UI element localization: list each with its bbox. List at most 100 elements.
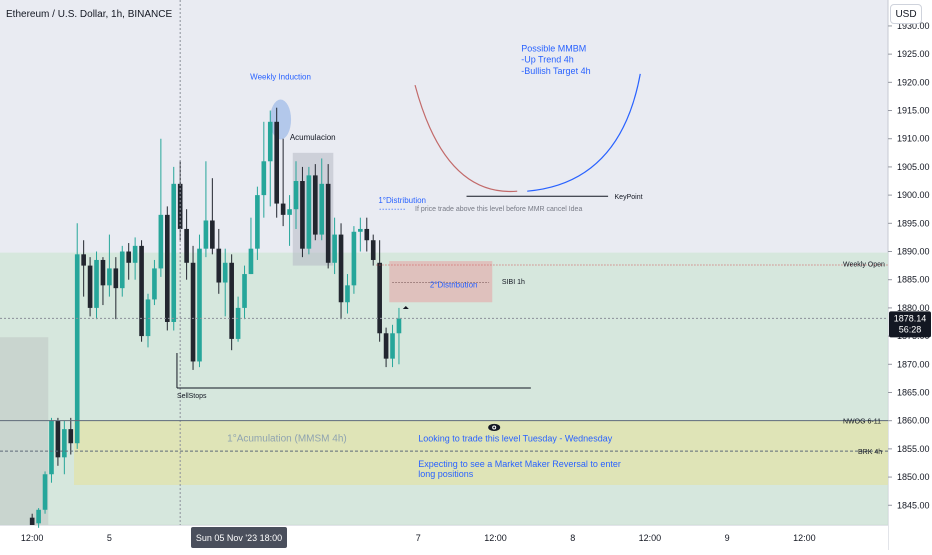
candle-body	[222, 262, 228, 283]
sibi-label: SIBI 1h	[502, 279, 525, 286]
candle-body	[139, 245, 144, 337]
candle-body	[364, 228, 370, 241]
price-tick-label: 1900.00	[897, 190, 930, 200]
candle-body	[49, 420, 54, 475]
time-tick-label: 9	[725, 533, 730, 543]
candle-body	[87, 265, 93, 308]
candle-body	[197, 248, 202, 362]
price-tick-label: 1855.00	[897, 444, 930, 454]
price-tick-label: 1880.00	[897, 303, 930, 313]
candle-body	[55, 420, 61, 458]
candles-layer	[29, 107, 402, 528]
candle-body	[255, 195, 260, 249]
distribution-2-label: 2°Distribution	[430, 281, 478, 290]
price-tick-label: 1910.00	[897, 134, 930, 144]
price-tick-label: 1865.00	[897, 387, 930, 397]
candle-body	[325, 183, 331, 263]
brk-label: BRK 4h	[858, 449, 882, 456]
eye-icon[interactable]	[488, 423, 501, 432]
weekly-induction-label: Weekly Induction	[250, 73, 311, 82]
candle-body	[274, 121, 280, 204]
time-tick-label: 12:00	[484, 533, 507, 543]
candle-body	[62, 429, 67, 458]
candle-body	[300, 181, 305, 249]
candle-body	[377, 262, 382, 334]
candle-body	[152, 268, 157, 300]
price-tick-label: 1895.00	[897, 218, 930, 228]
crosshair-time-label: Sun 05 Nov '23 18:00	[196, 533, 282, 543]
time-scale-panel[interactable]	[0, 525, 888, 550]
mmbm-title-label: Possible MMBM	[521, 43, 586, 53]
candle-body	[280, 203, 286, 215]
candle-body	[42, 474, 48, 510]
candle-body	[29, 517, 35, 525]
time-tick-label: 8	[570, 533, 575, 543]
price-tick-label: 1915.00	[897, 106, 930, 116]
candle-body	[306, 175, 312, 249]
candle-body	[248, 248, 254, 275]
candle-body	[107, 268, 112, 286]
candle-body	[203, 220, 209, 249]
price-scale-panel[interactable]	[888, 0, 932, 550]
price-tick-label: 1925.00	[897, 49, 930, 59]
sibi-box	[389, 261, 493, 303]
price-tick-label: 1890.00	[897, 247, 930, 257]
price-tick-label: 1845.00	[897, 500, 930, 510]
candle-body	[177, 183, 183, 229]
last-bar-marker	[402, 306, 409, 310]
time-tick-label: 12:00	[639, 533, 662, 543]
candle-body	[100, 259, 106, 286]
candle-body	[312, 175, 318, 235]
mmbm-arc-sell-side	[414, 84, 518, 193]
bar-countdown: 56:28	[899, 324, 922, 334]
candle-body	[261, 161, 267, 196]
symbol-title[interactable]: Ethereum / U.S. Dollar, 1h, BINANCE	[6, 9, 173, 20]
time-tick-label: 7	[416, 533, 421, 543]
candle-body	[332, 234, 337, 263]
accumulation-zone	[74, 420, 888, 485]
nwog-label: NWOG 6-11	[843, 418, 881, 425]
candle-body	[293, 181, 299, 210]
price-tick-label: 1870.00	[897, 359, 930, 369]
crosshair-time-box	[191, 527, 287, 548]
price-axis-ticks: 1845.00 1850.00 1855.00 1860.00 1865.00 1870.…	[888, 21, 930, 510]
candle-body	[267, 121, 273, 162]
candle-body	[216, 248, 222, 283]
candle-body	[338, 234, 344, 303]
candle-body	[132, 245, 138, 263]
candle-body	[145, 299, 151, 337]
cancel-note-label: If price trade above this level before M…	[415, 206, 582, 213]
candle-body	[383, 333, 389, 359]
weekly-induction-circle	[270, 99, 292, 140]
price-tick-label: 1885.00	[897, 275, 930, 285]
candle-body	[164, 214, 170, 322]
currency-button[interactable]: USD	[890, 4, 922, 24]
candle-body	[351, 231, 357, 286]
candle-body	[287, 209, 292, 215]
candle-body	[358, 228, 363, 232]
mmbm-line1-label: -Up Trend 4h	[521, 55, 574, 65]
candle-body	[390, 333, 395, 359]
candle-body	[345, 285, 350, 303]
time-tick-label: 5	[107, 533, 112, 543]
candle-body	[235, 307, 241, 339]
candle-body	[210, 220, 215, 249]
candle-body	[158, 214, 164, 269]
accumulation-zone-label: 1°Acumulation (MMSM 4h)	[227, 434, 347, 445]
plan-line1-label: Looking to trade this level Tuesday - We…	[418, 434, 612, 444]
price-tick-label: 1930.00	[897, 21, 930, 31]
candle-body	[74, 254, 80, 444]
keypoint-label: KeyPoint	[615, 194, 643, 201]
time-tick-label: 12:00	[793, 533, 816, 543]
price-tick-label: 1850.00	[897, 472, 930, 482]
plan-line2-label: Expecting to see a Market Maker Reversal…	[418, 459, 621, 469]
left-gray-zone	[0, 337, 49, 525]
weekly-open-label: Weekly Open	[843, 262, 885, 269]
current-price-value: 1878.14	[894, 313, 927, 323]
candle-body	[171, 183, 177, 322]
candle-body	[94, 259, 99, 308]
mmbm-arc-buy-side	[527, 73, 641, 192]
candle-body	[113, 268, 119, 289]
